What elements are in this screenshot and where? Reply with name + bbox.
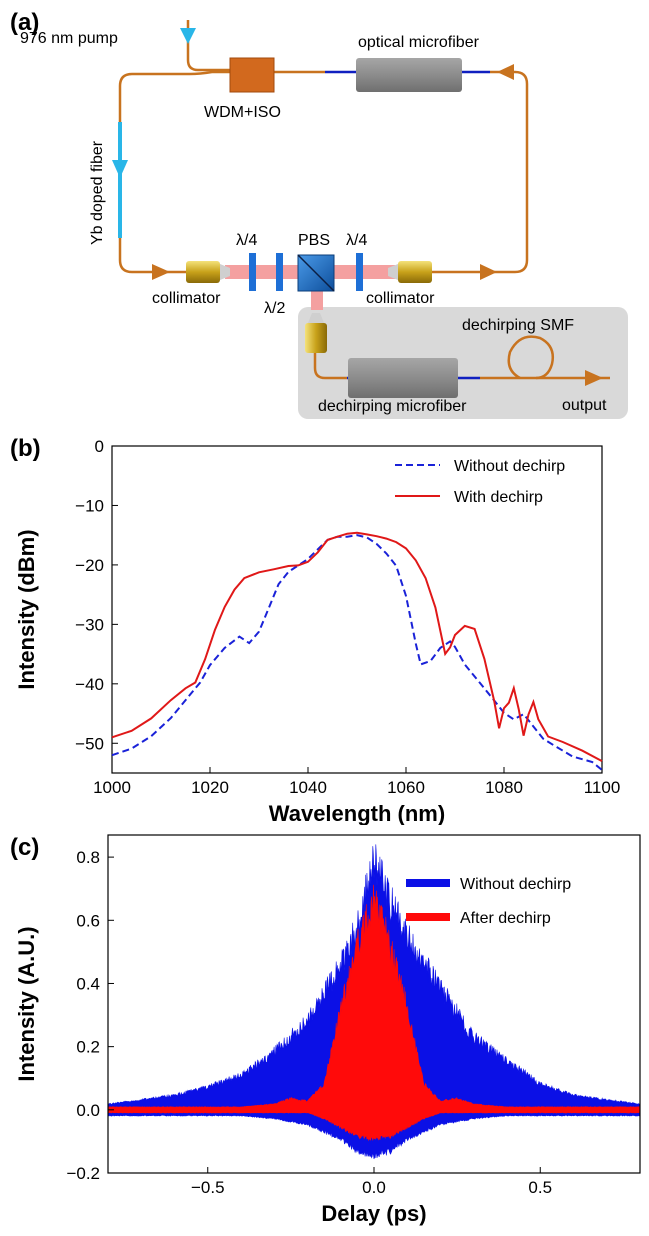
output-arrow-icon bbox=[585, 370, 603, 386]
panel-c-label: (c) bbox=[10, 834, 39, 861]
pbs-cube-icon bbox=[297, 254, 335, 292]
x-tick-label: 1040 bbox=[289, 778, 327, 797]
y-tick-label: −50 bbox=[75, 734, 104, 753]
pump-label: 976 nm pump bbox=[20, 30, 118, 47]
autocorrelation-chart: (c) −0.5 0.0 0.5 −0.2 0.0 0.2 0.4 0.6 0.8 Withou… bbox=[10, 834, 641, 1226]
y-tick-label: 0.8 bbox=[76, 848, 100, 867]
direction-arrow-icon bbox=[480, 264, 497, 280]
legend-label: With dechirp bbox=[454, 489, 543, 506]
collimator-left-icon bbox=[186, 261, 230, 283]
y-axis-label: Intensity (A.U.) bbox=[14, 926, 39, 1081]
panel-a-label: (a) bbox=[10, 9, 39, 36]
schematic-panel: (a) bbox=[0, 0, 649, 430]
legend-label: After dechirp bbox=[460, 910, 551, 927]
fiber-loop bbox=[118, 20, 610, 380]
hwp-label: λ/2 bbox=[264, 300, 285, 317]
legend-label: Without dechirp bbox=[460, 876, 571, 893]
x-tick-label: 1060 bbox=[387, 778, 425, 797]
autocorrelation-panel: (c) −0.5 0.0 0.5 −0.2 0.0 0.2 0.4 0.6 0.8 Withou… bbox=[0, 825, 649, 1236]
legend-label: Without dechirp bbox=[454, 458, 565, 475]
x-tick-label: 1000 bbox=[93, 778, 131, 797]
series-line-without-dechirp bbox=[111, 534, 603, 771]
direction-arrow-icon bbox=[497, 64, 514, 80]
y-tick-label: 0.2 bbox=[76, 1038, 100, 1057]
laser-schematic: (a) bbox=[10, 9, 628, 419]
y-tick-label: −40 bbox=[75, 675, 104, 694]
y-tick-label: −0.2 bbox=[66, 1164, 100, 1183]
y-tick-label: 0 bbox=[95, 437, 104, 456]
quarter-waveplate-right bbox=[356, 253, 363, 291]
dechirp-smf-label: dechirping SMF bbox=[462, 317, 574, 334]
collimator-output-icon bbox=[305, 313, 327, 353]
dechirping-microfiber-component bbox=[348, 358, 458, 398]
x-tick-label: −0.5 bbox=[191, 1178, 225, 1197]
yb-fiber-label: Yb doped fiber bbox=[89, 140, 106, 245]
direction-arrow-icon bbox=[112, 160, 128, 178]
dechirp-microfiber-label: dechirping microfiber bbox=[318, 398, 467, 415]
y-tick-label: 0.6 bbox=[76, 911, 100, 930]
y-tick-label: −20 bbox=[75, 556, 104, 575]
y-tick-label: −10 bbox=[75, 496, 104, 515]
y-tick-label: −30 bbox=[75, 615, 104, 634]
x-tick-label: 1080 bbox=[485, 778, 523, 797]
pump-arrow-icon bbox=[180, 28, 196, 44]
optical-microfiber-component bbox=[356, 58, 462, 92]
spectrum-panel: (b) 1000 1020 1040 1060 1080 1100 0 −10 −20 −30 −4… bbox=[0, 430, 649, 825]
plot-frame bbox=[111, 445, 603, 774]
spectrum-chart: (b) 1000 1020 1040 1060 1080 1100 0 −10 −20 −30 −4… bbox=[10, 435, 621, 825]
pbs-label: PBS bbox=[298, 232, 330, 249]
x-axis-label: Wavelength (nm) bbox=[269, 801, 445, 825]
wdm-label: WDM+ISO bbox=[204, 104, 281, 121]
y-tick-label: 0.4 bbox=[76, 974, 100, 993]
microfiber-label: optical microfiber bbox=[358, 34, 480, 51]
x-tick-label: 0.5 bbox=[528, 1178, 552, 1197]
y-tick-label: 0.0 bbox=[76, 1101, 100, 1120]
collimator-left-label: collimator bbox=[152, 290, 221, 307]
qwp-right-label: λ/4 bbox=[346, 232, 367, 249]
x-axis-label: Delay (ps) bbox=[321, 1201, 426, 1226]
x-tick-label: 1020 bbox=[191, 778, 229, 797]
collimator-right-label: collimator bbox=[366, 290, 435, 307]
qwp-left-label: λ/4 bbox=[236, 232, 257, 249]
x-tick-label: 1100 bbox=[584, 778, 621, 797]
panel-b-label: (b) bbox=[10, 435, 41, 462]
wdm-iso-component bbox=[229, 57, 275, 93]
quarter-waveplate-left bbox=[249, 253, 256, 291]
direction-arrow-icon bbox=[152, 264, 170, 280]
collimator-right-icon bbox=[388, 261, 432, 283]
x-tick-label: 0.0 bbox=[362, 1178, 386, 1197]
output-label: output bbox=[562, 397, 607, 414]
half-waveplate bbox=[276, 253, 283, 291]
series-line-with-dechirp bbox=[111, 531, 603, 762]
y-axis-label: Intensity (dBm) bbox=[14, 529, 39, 689]
